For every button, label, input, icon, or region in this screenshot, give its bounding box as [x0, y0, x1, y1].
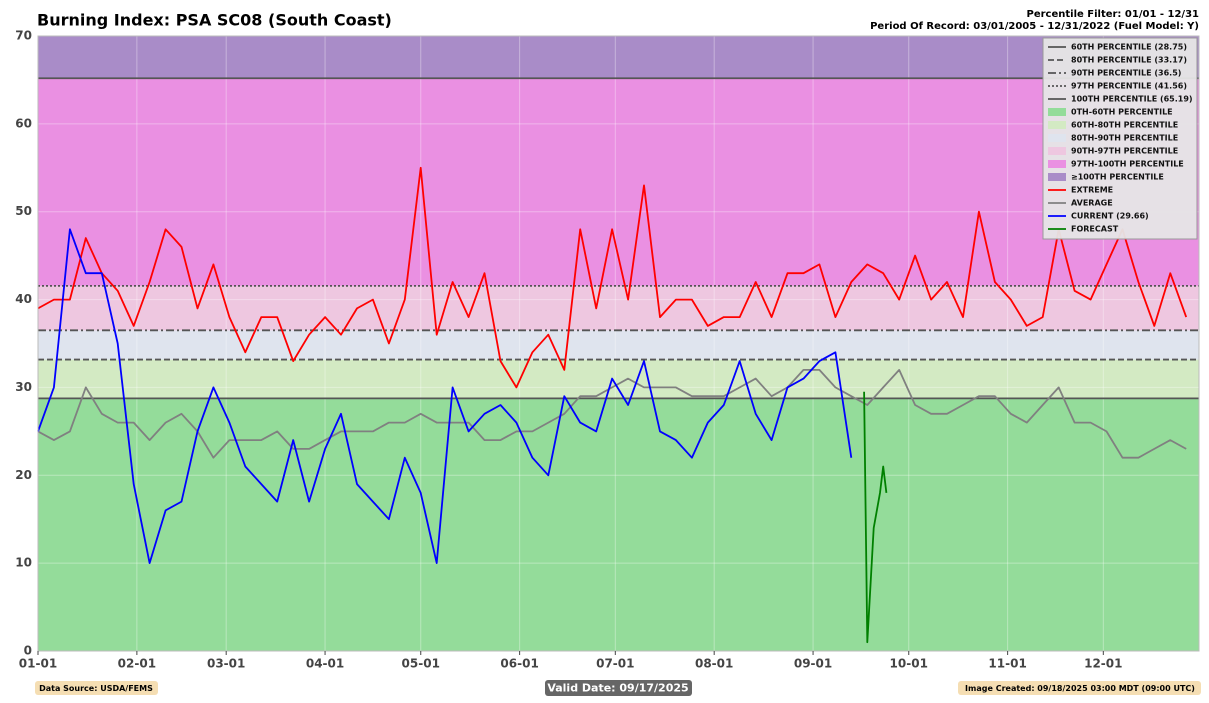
percentile-band — [38, 330, 1199, 360]
x-tick-label: 07-01 — [596, 657, 634, 671]
legend-label: 80TH-90TH PERCENTILE — [1071, 134, 1178, 143]
legend-label: 80TH PERCENTILE (33.17) — [1071, 56, 1187, 65]
chart-title: Burning Index: PSA SC08 (South Coast) — [37, 11, 392, 30]
subtitle: Period Of Record: 03/01/2005 - 12/31/202… — [870, 21, 1199, 32]
percentile-band — [38, 78, 1199, 286]
legend-label: FORECAST — [1071, 225, 1119, 234]
series-line — [37, 228, 853, 564]
legend-label: EXTREME — [1071, 186, 1113, 195]
series-line — [37, 166, 1188, 389]
x-tick-label: 09-01 — [794, 657, 832, 671]
legend-label: 60TH-80TH PERCENTILE — [1071, 121, 1178, 130]
y-tick-label: 70 — [15, 29, 32, 43]
legend-label: 0TH-60TH PERCENTILE — [1071, 108, 1173, 117]
legend-swatch — [1048, 147, 1066, 155]
y-tick-label: 30 — [15, 380, 32, 394]
x-tick-label: 02-01 — [118, 657, 156, 671]
legend-swatch — [1048, 173, 1066, 181]
footer-left: Data Source: USDA/FEMS — [39, 684, 153, 693]
x-tick-label: 05-01 — [402, 657, 440, 671]
footer-badge — [958, 681, 1201, 695]
x-tick-label: 11-01 — [988, 657, 1026, 671]
y-tick-label: 60 — [15, 116, 32, 130]
legend-label: 100TH PERCENTILE (65.19) — [1071, 95, 1193, 104]
legend-label: 97TH PERCENTILE (41.56) — [1071, 82, 1187, 91]
legend-swatch — [1048, 160, 1066, 168]
legend-swatch — [1048, 121, 1066, 129]
percentile-band — [38, 398, 1199, 651]
y-tick-label: 50 — [15, 204, 32, 218]
footer-badge — [35, 681, 158, 695]
legend-label: 90TH PERCENTILE (36.5) — [1071, 69, 1181, 78]
y-tick-label: 20 — [15, 468, 32, 482]
legend: 60TH PERCENTILE (28.75) 80TH PERCENTILE (… — [1042, 37, 1198, 240]
y-tick-label: 10 — [15, 556, 32, 570]
legend-label: ≥100TH PERCENTILE — [1071, 173, 1164, 182]
x-tick-label: 01-01 — [19, 657, 57, 671]
footer-badge — [545, 680, 692, 696]
series-line — [863, 391, 888, 644]
legend-box — [1042, 37, 1198, 240]
legend-label: 60TH PERCENTILE (28.75) — [1071, 43, 1187, 52]
x-tick-label: 12-01 — [1084, 657, 1122, 671]
plot-frame — [37, 35, 1200, 652]
legend-label: 97TH-100TH PERCENTILE — [1071, 160, 1184, 169]
legend-swatch — [1048, 134, 1066, 142]
x-tick-label: 03-01 — [207, 657, 245, 671]
footer-right: Image Created: 09/18/2025 03:00 MDT (09:… — [965, 684, 1195, 693]
legend-swatch — [1048, 108, 1066, 116]
percentile-band — [38, 359, 1199, 399]
x-tick-label: 04-01 — [306, 657, 344, 671]
legend-label: AVERAGE — [1071, 199, 1113, 208]
legend-label: 90TH-97TH PERCENTILE — [1071, 147, 1178, 156]
plot-area — [37, 35, 1200, 652]
legend-label: CURRENT (29.66) — [1071, 212, 1149, 221]
x-tick-label: 08-01 — [695, 657, 733, 671]
footer-center: Valid Date: 09/17/2025 — [547, 682, 688, 695]
series-line — [37, 369, 1187, 459]
percentile-band — [38, 36, 1199, 79]
x-tick-label: 10-01 — [890, 657, 928, 671]
y-tick-label: 0 — [24, 644, 32, 658]
y-tick-label: 40 — [15, 292, 32, 306]
subtitle: Percentile Filter: 01/01 - 12/31 — [1026, 9, 1199, 20]
x-tick-label: 06-01 — [500, 657, 538, 671]
